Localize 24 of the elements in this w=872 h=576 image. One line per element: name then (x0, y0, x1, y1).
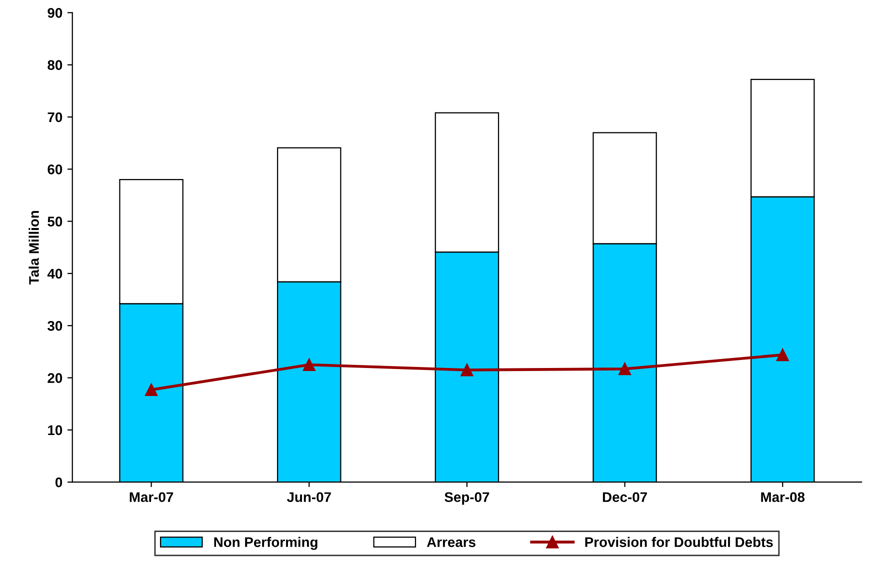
y-tick-label: 90 (48, 8, 62, 18)
legend-label: Non Performing (214, 536, 318, 550)
y-tick-label: 20 (48, 373, 62, 383)
y-tick-label: 60 (48, 164, 62, 174)
legend-label: Provision for Doubtful Debts (585, 536, 773, 548)
y-axis-title: Tala Million (28, 210, 39, 285)
y-tick-label: 80 (48, 60, 62, 70)
x-tick-label: Sep-07 (444, 492, 490, 505)
legend-label: Arrears (426, 537, 476, 548)
y-tick-label: 40 (47, 268, 62, 279)
y-tick-label: 70 (48, 112, 62, 122)
x-tick-label: Mar-07 (130, 492, 174, 502)
y-tick-label: 30 (48, 320, 62, 331)
point (302, 358, 316, 371)
point (618, 362, 632, 376)
y-tick-label: 10 (48, 425, 62, 436)
x-tick-label: Dec-07 (602, 492, 647, 502)
point (145, 384, 158, 396)
x-tick-label: Mar-08 (761, 492, 805, 502)
x-tick-label: Jun-07 (286, 492, 331, 502)
point (776, 348, 789, 362)
y-tick-label: 0 (55, 477, 62, 488)
point (460, 364, 474, 376)
y-tick-label: 50 (48, 216, 62, 226)
